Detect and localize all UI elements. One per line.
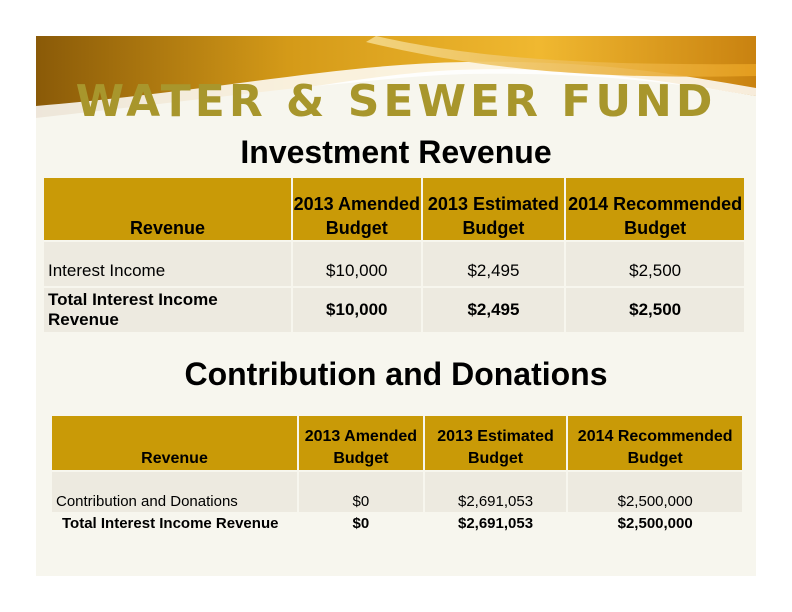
- recommended-value: $2,500,000: [566, 512, 744, 534]
- estimated-value: $2,691,053: [422, 512, 569, 534]
- column-header-2014-recommended: 2014 Recommended Budget: [564, 176, 746, 242]
- column-header-2013-amended: 2013 Amended Budget: [290, 176, 423, 242]
- amended-value: $0: [297, 470, 425, 514]
- investment-heading: Investment Revenue: [240, 134, 552, 170]
- investment-revenue-table: Revenue 2013 Amended Budget 2013 Estimat…: [42, 176, 746, 334]
- recommended-value: $2,500: [564, 286, 746, 334]
- column-header-2013-amended: 2013 Amended Budget: [297, 414, 425, 472]
- estimated-value: $2,691,053: [422, 470, 569, 514]
- table-header-row: Revenue 2013 Amended Budget 2013 Estimat…: [49, 414, 744, 472]
- table-header-row: Revenue 2013 Amended Budget 2013 Estimat…: [42, 176, 746, 242]
- slide: WATER & SEWER FUND Investment Revenue Re…: [36, 36, 756, 576]
- table-row: Contribution and Donations $0 $2,691,053…: [49, 470, 744, 514]
- contributions-table: Revenue 2013 Amended Budget 2013 Estimat…: [49, 414, 744, 534]
- column-header-revenue: Revenue: [49, 414, 300, 472]
- row-label: Contribution and Donations: [49, 470, 300, 514]
- column-header-2013-estimated: 2013 Estimated Budget: [420, 176, 567, 242]
- recommended-value: $2,500: [564, 240, 746, 288]
- amended-value: $10,000: [290, 240, 423, 288]
- estimated-value: $2,495: [420, 240, 567, 288]
- amended-value: $0: [297, 512, 425, 534]
- decorative-swoosh-banner: [36, 36, 756, 126]
- slide-title: WATER & SEWER FUND: [75, 76, 717, 127]
- column-header-2014-recommended: 2014 Recommended Budget: [566, 414, 744, 472]
- estimated-value: $2,495: [420, 286, 567, 334]
- table-row: Interest Income $10,000 $2,495 $2,500: [42, 240, 746, 288]
- row-label: Total Interest Income Revenue: [42, 286, 293, 334]
- table-total-row: Total Interest Income Revenue $0 $2,691,…: [49, 512, 744, 534]
- table-total-row: Total Interest Income Revenue $10,000 $2…: [42, 286, 746, 334]
- row-label: Interest Income: [42, 240, 293, 288]
- row-label: Total Interest Income Revenue: [49, 512, 300, 534]
- contributions-heading: Contribution and Donations: [184, 356, 608, 392]
- column-header-2013-estimated: 2013 Estimated Budget: [422, 414, 569, 472]
- amended-value: $10,000: [290, 286, 423, 334]
- column-header-revenue: Revenue: [42, 176, 293, 242]
- recommended-value: $2,500,000: [566, 470, 744, 514]
